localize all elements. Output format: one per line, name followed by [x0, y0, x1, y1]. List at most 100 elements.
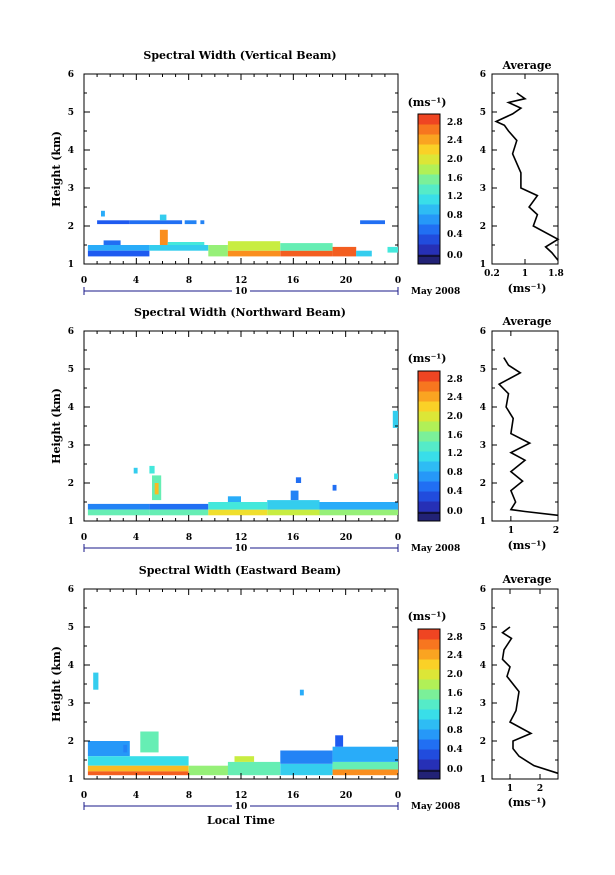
- avg-y-tick-label: 2: [480, 479, 486, 489]
- x-tick-label: 16: [287, 533, 300, 543]
- y-tick-label: 2: [68, 222, 74, 232]
- colorbar-segment: [418, 234, 440, 245]
- colorbar-tick-labels: 2.8 2.4 2.0 1.6 1.2 0.8 0.4 0.0: [447, 633, 463, 775]
- heatmap-cell: [387, 246, 398, 253]
- heatmap-cell: [184, 220, 197, 225]
- colorbar-tick-label: 0.8: [447, 726, 463, 736]
- avg-y-tick-label: 2: [480, 222, 486, 232]
- average-profile-line: [494, 92, 560, 261]
- colorbar-tick-label: 0.0: [447, 507, 463, 517]
- avg-x-tick-label: 1: [508, 526, 514, 536]
- main-title: Spectral Width (Eastward Beam): [139, 564, 341, 577]
- avg-y-tick-label: 3: [480, 699, 486, 709]
- heatmap-cell: [332, 761, 398, 770]
- colorbar-segment: [418, 729, 440, 740]
- colorbar-segment: [418, 719, 440, 730]
- average-profile-line: [497, 357, 559, 517]
- heatmap-cell: [101, 210, 105, 217]
- avg-y-tick-label: 1: [480, 260, 486, 270]
- average-y-tick-labels: 1 2 3 4 5 6: [480, 585, 486, 785]
- heatmap-cell: [392, 410, 398, 428]
- colorbar-segment: [418, 134, 440, 145]
- colorbar-tick-label: 0.4: [447, 745, 463, 755]
- average-plot-frame: [491, 330, 559, 522]
- heatmap-cell: [280, 763, 333, 776]
- heatmap-cell: [129, 220, 183, 225]
- colorbar: [417, 370, 441, 522]
- colorbar-segment: [418, 254, 440, 265]
- heatmap-cell: [87, 250, 150, 257]
- date-label: 10: [235, 287, 248, 297]
- colorbar-segment: [418, 759, 440, 770]
- y-tick-label: 3: [68, 184, 74, 194]
- average-x-tick-labels: 0.2 1 1.8: [484, 269, 564, 279]
- x-tick-label: 0: [81, 276, 87, 286]
- heatmap-cell: [280, 750, 333, 764]
- avg-x-tick-label: 2: [553, 526, 559, 536]
- colorbar-segment: [418, 154, 440, 165]
- colorbar-tick-label: 2.8: [447, 633, 463, 643]
- heatmap-cell: [87, 771, 189, 776]
- colorbar-segment: [418, 699, 440, 710]
- heatmap-cell: [87, 741, 130, 757]
- colorbar-segment: [418, 739, 440, 750]
- x-tick-label: 4: [133, 276, 139, 286]
- heatmap-cell: [208, 502, 268, 510]
- colorbar-segment: [418, 204, 440, 215]
- colorbar-tick-label: 0.0: [447, 765, 463, 775]
- main-plot-frame: [83, 73, 399, 265]
- x-tick-label: 8: [186, 276, 192, 286]
- average-profile-line: [501, 626, 559, 775]
- colorbar-tick-label: 2.4: [447, 651, 463, 661]
- heatmap-cell: [188, 765, 228, 776]
- y-tick-label: 5: [68, 108, 74, 118]
- colorbar-tick-label: 1.2: [447, 449, 463, 459]
- heatmap-cell: [295, 477, 302, 483]
- avg-x-tick-label: 1.8: [548, 269, 564, 279]
- x-tick-label: 12: [235, 276, 248, 286]
- colorbar-segment: [418, 224, 440, 235]
- average-plot-frame: [491, 588, 559, 780]
- colorbar-segment: [418, 629, 440, 640]
- date-label-bg: [232, 286, 250, 296]
- colorbar-segment: [418, 639, 440, 650]
- heatmap-cell: [154, 483, 159, 495]
- month-label: May 2008: [411, 287, 460, 297]
- colorbar-segment: [418, 709, 440, 720]
- date-bar: 10 May 2008: [83, 543, 460, 554]
- heatmap-cell: [159, 214, 167, 221]
- x-tick-label: 0: [81, 533, 87, 543]
- colorbar-segment: [418, 431, 440, 442]
- panel-vertical: Spectral Width (Vertical Beam) 0 4 8 12 …: [50, 49, 564, 297]
- main-plot-frame: [83, 330, 399, 522]
- colorbar-segment: [418, 451, 440, 462]
- x-tick-label: 20: [340, 276, 353, 286]
- x-tick-labels: 0 4 8 12 16 20 0: [81, 533, 401, 543]
- colorbar-frame: [417, 628, 441, 780]
- colorbar-unit: (ms⁻¹): [408, 96, 447, 109]
- average-y-tick-labels: 1 2 3 4 5 6: [480, 327, 486, 527]
- average-y-tick-labels: 1 2 3 4 5 6: [480, 70, 486, 270]
- colorbar-segment: [418, 184, 440, 195]
- avg-x-tick-label: 2: [537, 784, 543, 794]
- x-tick-labels: 0 4 8 12 16 20 0: [81, 791, 401, 801]
- colorbar-segment: [418, 174, 440, 185]
- colorbar: [417, 113, 441, 265]
- x-tick-label: 16: [287, 791, 300, 801]
- colorbar-segment: [418, 669, 440, 680]
- heatmap-cell: [267, 500, 320, 510]
- axis-ticks: [83, 330, 399, 522]
- colorbar-tick-label: 2.8: [447, 118, 463, 128]
- colorbar-tick-label: 2.0: [447, 412, 463, 422]
- colorbar: [417, 628, 441, 780]
- heatmap-cell: [149, 465, 155, 474]
- colorbar-segment: [418, 501, 440, 512]
- colorbar-segment: [418, 381, 440, 392]
- colorbar-tick-label: 0.8: [447, 468, 463, 478]
- colorbar-tick-label: 1.2: [447, 192, 463, 202]
- y-tick-label: 2: [68, 737, 74, 747]
- colorbar-segment: [418, 471, 440, 482]
- avg-y-tick-label: 6: [480, 327, 486, 337]
- heatmap-cell: [97, 220, 130, 225]
- heatmap-cell: [332, 484, 337, 491]
